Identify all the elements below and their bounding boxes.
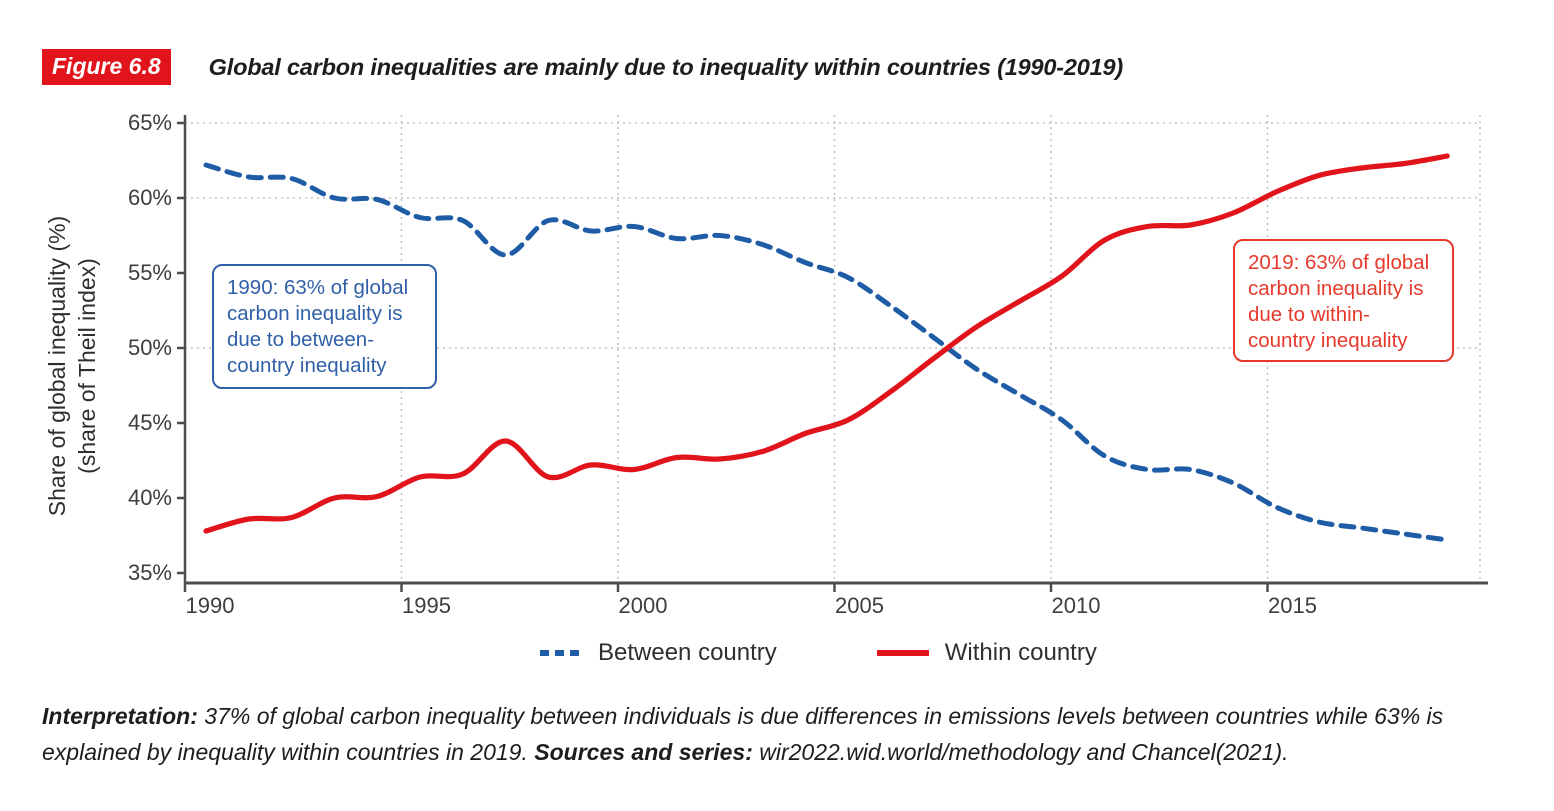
sources-label: Sources and series: — [534, 739, 753, 765]
sources-body: wir2022.wid.world/methodology and Chance… — [752, 739, 1289, 765]
annotation-line: country inequality — [1248, 329, 1408, 352]
x-tick-label: 2015 — [1268, 593, 1317, 618]
legend-label-within: Within country — [944, 639, 1097, 666]
x-tick-label: 2010 — [1051, 593, 1101, 618]
y-tick-label: 35% — [127, 560, 172, 585]
annotation-line: country inequality — [227, 354, 387, 377]
annotation-2019-within: 2019: 63% of global carbon inequality is… — [1233, 239, 1454, 362]
annotation-line: 1990: 63% of global — [227, 276, 409, 299]
annotation-1990-between: 1990: 63% of global carbon inequality is… — [212, 264, 437, 389]
annotation-line: 2019: 63% of global — [1248, 251, 1430, 274]
interpretation-body2: explained by inequality within countries… — [42, 739, 535, 765]
figure-title: Global carbon inequalities are mainly du… — [208, 54, 1123, 80]
within-country-line — [203, 153, 1450, 534]
x-tick-label: 1995 — [402, 593, 451, 618]
y-tick-label: 55% — [127, 260, 172, 285]
y-tick-label: 40% — [127, 485, 172, 510]
between-country-line — [203, 162, 1450, 543]
y-axis-label-line2: (share of Theil index) — [74, 258, 100, 474]
x-tick-label: 2005 — [835, 593, 884, 618]
interpretation-text: Interpretation: 37% of global carbon ine… — [42, 698, 1522, 770]
y-tick-label: 65% — [127, 110, 172, 135]
between-country-legend-swatch — [540, 650, 582, 656]
annotation-line: carbon inequality is — [227, 302, 403, 325]
annotation-line: due to within- — [1248, 303, 1370, 326]
legend-label-between: Between country — [598, 639, 777, 666]
annotation-line: due to between- — [227, 328, 375, 351]
interpretation-label: Interpretation: — [42, 703, 198, 729]
figure-number-badge: Figure 6.8 — [42, 49, 171, 85]
x-tick-label: 2000 — [618, 593, 668, 618]
y-tick-label: 45% — [127, 410, 172, 435]
within-country-legend-swatch — [876, 650, 929, 656]
figure-header: Figure 6.8 Global carbon inequalities ar… — [42, 49, 1123, 85]
x-tick-label: 1990 — [185, 593, 235, 618]
y-axis-label: Share of global inequality (%) (share of… — [42, 126, 102, 606]
y-axis-label-line1: Share of global inequality (%) — [44, 215, 70, 517]
y-tick-label: 50% — [127, 335, 172, 360]
interpretation-line2: explained by inequality within countries… — [42, 734, 1522, 770]
interpretation-line1: Interpretation: 37% of global carbon ine… — [42, 698, 1522, 734]
annotation-line: carbon inequality is — [1248, 277, 1424, 300]
interpretation-body: 37% of global carbon inequality between … — [197, 703, 1444, 729]
y-tick-label: 60% — [127, 185, 172, 210]
legend: Between country Within country — [538, 637, 1097, 669]
